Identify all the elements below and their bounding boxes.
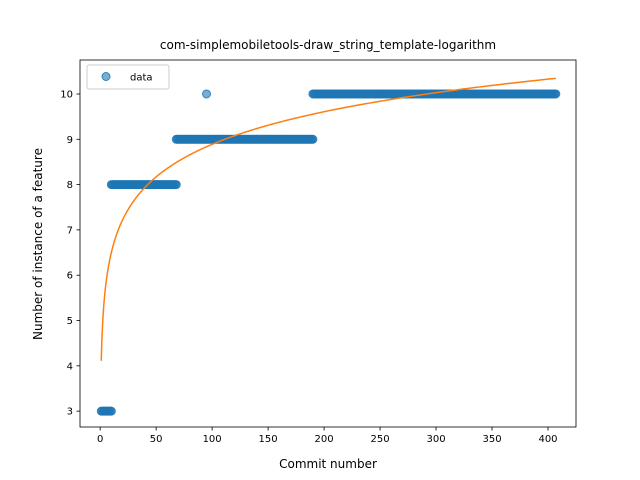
y-tick-label: 7 [67,225,73,236]
data-point [202,89,212,99]
x-tick-label: 200 [315,434,334,445]
y-tick-label: 5 [67,316,73,327]
legend-label: data [130,73,153,84]
data-point [308,134,318,144]
data-point [171,180,181,190]
axes-frame [79,59,577,428]
x-tick-label: 100 [203,434,222,445]
x-axis: 0 50 100 150 200 250 300 350 400 [97,427,558,445]
y-tick-label: 6 [67,271,73,282]
data-point [106,406,116,416]
y-tick-label: 3 [67,407,73,418]
fit-line [100,77,556,361]
x-tick-label: 150 [259,434,278,445]
y-axis-label: Number of instance of a feature [31,148,45,340]
y-tick-label: 8 [67,180,73,191]
legend: data [86,64,170,90]
x-tick-label: 400 [538,434,557,445]
y-tick-label: 4 [67,361,73,372]
y-tick-label: 9 [67,135,73,146]
x-tick-label: 350 [482,434,501,445]
x-axis-label: Commit number [279,457,377,471]
y-tick-label: 10 [60,89,73,100]
x-tick-label: 0 [97,434,103,445]
x-tick-label: 250 [371,434,390,445]
plot-area [79,59,577,428]
x-tick-label: 300 [426,434,445,445]
legend-box [86,64,170,90]
x-tick-label: 50 [150,434,163,445]
chart-title: com-simplemobiletools-draw_string_templa… [160,38,496,52]
legend-marker [101,72,111,81]
data-point [551,89,561,99]
y-axis: 3 4 5 6 7 8 9 10 [60,89,80,418]
